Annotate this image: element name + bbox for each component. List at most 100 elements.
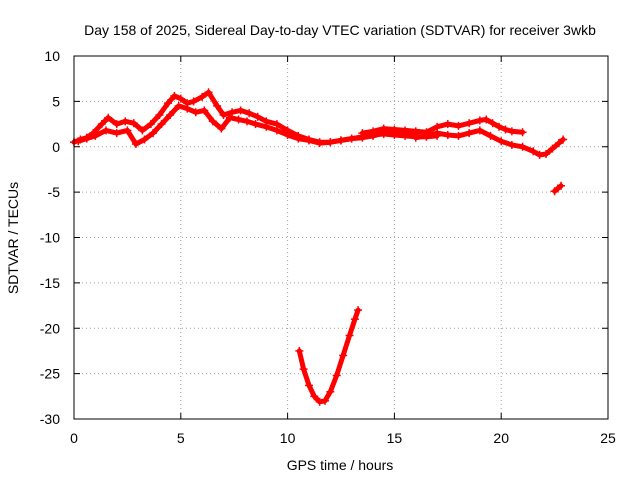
series-1-point-1 xyxy=(82,134,91,143)
series-1-point-2 xyxy=(91,131,100,140)
series-0-point-5 xyxy=(104,113,113,122)
series-0-point-21 xyxy=(228,108,237,117)
series-2-point-17 xyxy=(518,128,527,137)
series-2-point-14 xyxy=(495,122,504,131)
series-1-point-18 xyxy=(234,115,243,124)
series-1-point-13 xyxy=(191,108,200,117)
y-tick-label-4: -10 xyxy=(40,230,60,246)
series-0-point-7 xyxy=(121,117,130,126)
series-5-point-11 xyxy=(354,306,363,315)
series-5-point-10 xyxy=(350,315,359,324)
y-tick-label-5: -15 xyxy=(40,275,60,291)
series-1-point-20 xyxy=(251,120,260,129)
series-1-point-24 xyxy=(294,134,303,143)
series-0-point-22 xyxy=(236,106,245,115)
series-2-point-10 xyxy=(465,119,474,128)
data-traces xyxy=(70,88,568,406)
series-0-point-10 xyxy=(146,120,155,129)
x-tick-label-0: 0 xyxy=(70,430,78,446)
series-1-point-11 xyxy=(174,101,183,110)
series-3-point-9 xyxy=(507,140,516,149)
series-2-point-15 xyxy=(501,125,510,134)
x-tick-label-4: 20 xyxy=(493,430,509,446)
series-1-point-4 xyxy=(112,129,121,138)
series-5-point-1 xyxy=(299,365,308,374)
series-2-point-1 xyxy=(369,127,378,136)
series-1-point-12 xyxy=(183,104,192,113)
y-tick-label-2: 0 xyxy=(52,139,60,155)
series-3-point-12 xyxy=(535,150,544,159)
series-2-point-11 xyxy=(475,116,484,125)
series-2-point-4 xyxy=(401,126,410,135)
series-1-point-15 xyxy=(208,117,217,126)
series-1-point-19 xyxy=(243,117,252,126)
series-3-point-11 xyxy=(529,147,538,156)
x-axis-label: GPS time / hours xyxy=(287,457,394,473)
series-0-point-20 xyxy=(219,110,228,119)
series-1-point-0 xyxy=(74,137,83,146)
series-1-point-22 xyxy=(272,126,281,135)
y-axis-label: SDTVAR / TECUs xyxy=(5,182,21,294)
series-1-point-28 xyxy=(337,136,345,145)
series-1-point-26 xyxy=(315,139,324,148)
series-0-point-9 xyxy=(138,126,147,135)
series-1-point-21 xyxy=(262,122,271,131)
series-3-point-6 xyxy=(475,126,484,135)
series-2-point-3 xyxy=(390,125,399,134)
series-5-point-2 xyxy=(304,381,313,390)
series-0-point-18 xyxy=(204,88,213,97)
series-1-point-25 xyxy=(304,136,313,145)
series-3-point-3 xyxy=(443,130,452,139)
y-tick-label-7: -25 xyxy=(40,366,60,382)
series-1-point-8 xyxy=(149,129,158,138)
series-2-point-16 xyxy=(507,127,516,136)
series-0-point-13 xyxy=(170,91,179,100)
series-3-point-5 xyxy=(465,129,474,138)
series-0-point-14 xyxy=(176,94,185,103)
series-0-point-8 xyxy=(129,119,138,128)
series-1-point-23 xyxy=(283,130,292,139)
series-3-point-14 xyxy=(548,144,557,153)
series-2-point-13 xyxy=(488,119,497,128)
series-5-point-7 xyxy=(332,371,341,380)
series-2-point-2 xyxy=(379,124,388,133)
series-5-point-0 xyxy=(295,346,304,355)
series-3-point-0 xyxy=(411,133,420,142)
chart-title: Day 158 of 2025, Sidereal Day-to-day VTE… xyxy=(84,22,596,38)
series-0-point-11 xyxy=(155,110,164,119)
x-tick-label-3: 15 xyxy=(387,430,403,446)
series-1-point-6 xyxy=(131,140,140,149)
series-4-point-2 xyxy=(557,181,566,190)
series-1-point-14 xyxy=(200,106,209,115)
series-3-point-16 xyxy=(559,135,568,144)
series-3-point-15 xyxy=(554,139,563,148)
x-tick-label-1: 5 xyxy=(177,430,185,446)
series-0-point-17 xyxy=(198,92,207,101)
x-tick-label-5: 25 xyxy=(600,430,616,446)
series-3-point-10 xyxy=(518,142,527,151)
series-1-point-5 xyxy=(123,126,132,135)
series-0-point-6 xyxy=(112,120,121,129)
series-5-point-3 xyxy=(310,392,319,401)
series-3-point-2 xyxy=(433,129,442,138)
series-3-point-7 xyxy=(486,131,495,140)
series-5-point-8 xyxy=(339,351,348,360)
series-1-point-17 xyxy=(225,113,234,122)
y-tick-label-6: -20 xyxy=(40,320,60,336)
series-0-point-19 xyxy=(213,101,222,110)
series-0-point-4 xyxy=(97,120,106,129)
series-3-point-8 xyxy=(497,137,506,146)
series-0-point-23 xyxy=(245,109,254,118)
series-1-point-16 xyxy=(217,124,226,133)
series-5-point-6 xyxy=(326,387,335,396)
series-5-point-4 xyxy=(315,397,324,406)
series-3-point-1 xyxy=(422,131,431,140)
series-5-point-9 xyxy=(345,331,354,340)
series-2-point-8 xyxy=(443,120,452,129)
series-1-point-9 xyxy=(157,120,166,129)
x-tick-label-2: 10 xyxy=(280,430,296,446)
series-1-point-29 xyxy=(347,134,356,143)
series-1-point-7 xyxy=(140,135,149,144)
series-1-point-27 xyxy=(326,138,335,147)
